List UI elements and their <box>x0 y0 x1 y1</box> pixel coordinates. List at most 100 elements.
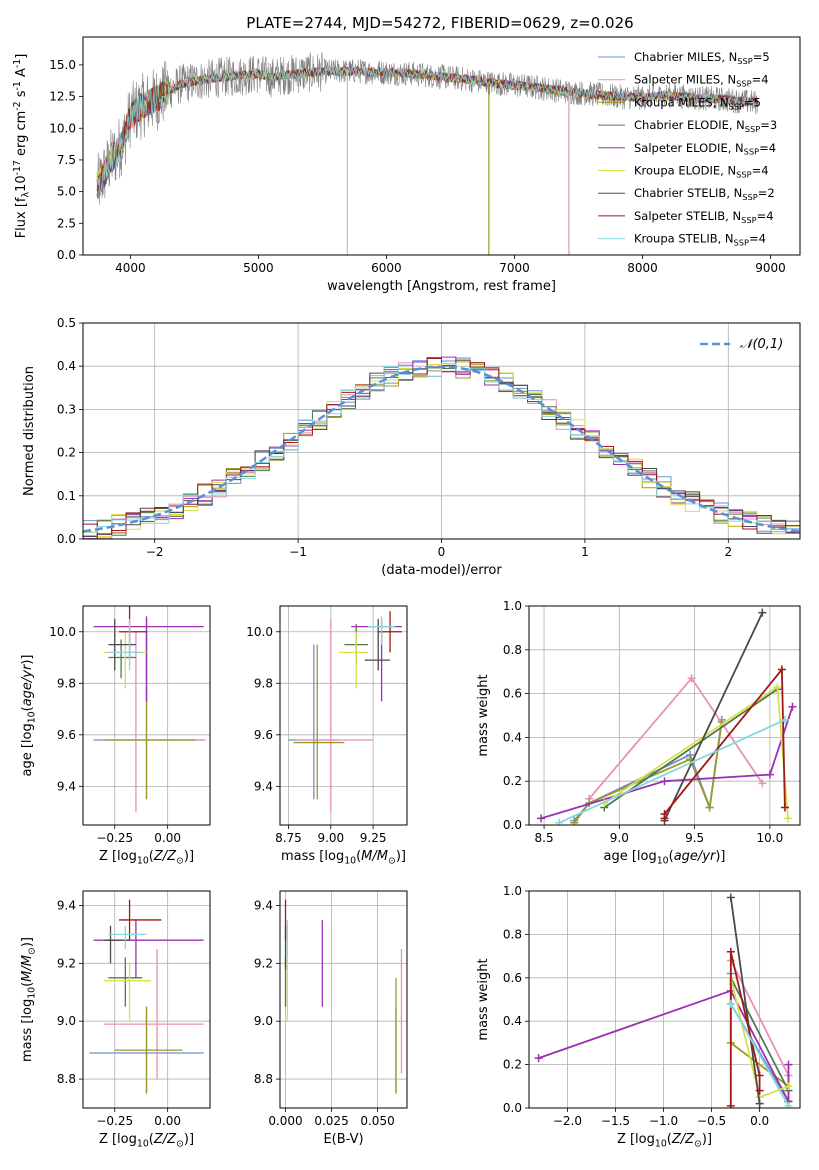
weight-marker <box>784 1101 793 1108</box>
x-tick-label: 10.0 <box>757 831 784 845</box>
x-tick-label: −0.25 <box>96 1114 133 1128</box>
x-tick-label: 0.025 <box>314 1114 348 1128</box>
x-tick-label: 9.25 <box>360 831 387 845</box>
x-tick-label: −0.5 <box>697 1114 726 1128</box>
weight-marker <box>537 814 546 823</box>
x-axis-label: mass [log10​(M/M⊙​)] <box>281 849 406 866</box>
y-tick-label: 7.5 <box>57 153 76 167</box>
weight-marker <box>570 818 579 825</box>
y-tick-label: 9.6 <box>57 728 76 742</box>
axes-frame <box>82 605 211 826</box>
y-tick-label: 0.4 <box>57 359 76 373</box>
gaussian-curve <box>83 365 800 533</box>
weight-marker <box>777 665 786 674</box>
x-axis-label: E(B-V) <box>323 1132 363 1147</box>
weight-line <box>729 897 761 1104</box>
legend-label: Salpeter ELODIE, NSSP​=4 <box>634 141 776 157</box>
panels: 4000 5000 6000 7000 8000 90000.02.55.07.510.0… <box>12 36 801 1149</box>
y-tick-label: 10.0 <box>49 121 76 135</box>
legend-label: Chabrier ELODIE, NSSP​=3 <box>634 118 777 134</box>
y-tick-label: 0.0 <box>57 248 76 262</box>
panel-mass_vs_Z: −0.25 0.00 8.8 9.0 9.2 9.4 Z [log10​(Z/Z⊙​)] ma… <box>20 890 211 1149</box>
y-tick-label: 0.8 <box>503 643 522 657</box>
y-tick-label: 12.5 <box>49 90 76 104</box>
weight-marker <box>555 818 564 825</box>
y-axis-label: Normed distribution <box>22 366 37 496</box>
legend-label: Kroupa STELIB, NSSP​=4 <box>634 232 766 248</box>
y-axis-label: mass [log10​(M/M⊙​)] <box>20 937 37 1062</box>
y-tick-label: 9.2 <box>57 956 76 970</box>
errorbars <box>89 899 204 1094</box>
y-tick-label: 10.0 <box>246 625 273 639</box>
y-tick-label: 9.4 <box>254 898 273 912</box>
legend-label: Chabrier MILES, NSSP​=5 <box>634 50 770 66</box>
figure-title: PLATE=2744, MJD=54272, FIBERID=0629, z=0… <box>246 14 633 32</box>
weight-line <box>663 612 764 821</box>
x-tick-label: 4000 <box>115 261 146 275</box>
y-axis-label: mass weight <box>476 674 491 756</box>
x-tick-label: 0 <box>438 545 446 559</box>
weight-marker <box>726 1101 735 1108</box>
x-tick-label: 2 <box>724 545 732 559</box>
y-tick-label: 15.0 <box>49 58 76 72</box>
x-tick-label: 5000 <box>243 261 274 275</box>
errorbars <box>288 611 402 813</box>
y-tick-label: 0.8 <box>503 927 522 941</box>
y-tick-label: 9.4 <box>57 898 76 912</box>
model-spectrum-8 <box>96 65 759 195</box>
y-tick-label: 9.8 <box>254 676 273 690</box>
axes-frame <box>279 605 408 826</box>
weight-marker <box>755 1099 764 1108</box>
weight-marker <box>755 1071 764 1080</box>
x-tick-label: −0.25 <box>96 831 133 845</box>
weight-marker <box>726 893 735 902</box>
y-tick-label: 2.5 <box>57 216 76 230</box>
legend-label: Kroupa MILES, NSSP​=5 <box>634 95 761 111</box>
weight-marker <box>783 814 792 823</box>
x-tick-label: −1 <box>289 545 307 559</box>
weight-line <box>730 1003 790 1107</box>
x-tick-label: −2.0 <box>553 1114 582 1128</box>
y-tick-label: 0.0 <box>503 1101 522 1115</box>
x-tick-label: 9000 <box>755 261 786 275</box>
y-tick-label: 10.0 <box>49 625 76 639</box>
x-axis-label: Z [log10​(Z/Z⊙​)] <box>617 1132 712 1149</box>
x-tick-label: 9.0 <box>610 831 629 845</box>
x-tick-label: 8.75 <box>275 831 302 845</box>
x-tick-label: 9.5 <box>685 831 704 845</box>
y-tick-label: 8.8 <box>57 1072 76 1086</box>
axes-frame <box>528 605 801 826</box>
legend-label: Chabrier STELIB, NSSP​=2 <box>634 186 775 202</box>
y-tick-label: 0.1 <box>57 489 76 503</box>
weight-marker <box>726 999 735 1008</box>
y-tick-label: 9.0 <box>57 1014 76 1028</box>
y-axis-label: age [log10​(age/yr)] <box>20 654 37 776</box>
histogram-8 <box>83 363 800 533</box>
y-tick-label: 0.4 <box>503 1014 522 1028</box>
weight-marker <box>755 1086 764 1095</box>
y-tick-label: 0.6 <box>503 971 522 985</box>
y-tick-label: 0.3 <box>57 402 76 416</box>
y-axis-label: Flux [fλ​10-17​ erg cm-2​ s-1​ A-1​] <box>12 54 31 239</box>
panel-residuals: −2 −1 0 1 2 0.0 0.1 0.2 0.3 0.4 0.5 (data-model)/er… <box>22 316 801 578</box>
panel-age_vs_Z: −0.25 0.00 9.4 9.6 9.8 10.0 Z [log10​(Z/Z⊙​)] a… <box>20 605 211 866</box>
x-axis-label: Z [log10​(Z/Z⊙​)] <box>99 1132 194 1149</box>
x-tick-label: 8.5 <box>535 831 554 845</box>
y-tick-label: 5.0 <box>57 185 76 199</box>
y-tick-label: 9.0 <box>254 1014 273 1028</box>
weight-marker <box>687 674 696 683</box>
x-axis-label: Z [log10​(Z/Z⊙​)] <box>99 849 194 866</box>
x-tick-label: 7000 <box>499 261 530 275</box>
y-tick-label: 9.2 <box>254 956 273 970</box>
x-tick-label: 0.0 <box>750 1114 769 1128</box>
x-tick-label: 0.050 <box>360 1114 394 1128</box>
legend-label: Kroupa ELODIE, NSSP​=4 <box>634 164 769 180</box>
x-tick-label: −2 <box>146 545 164 559</box>
panel-weight_vs_age: 8.5 9.0 9.5 10.0 0.0 0.2 0.4 0.6 0.8 1.0 age [log1… <box>476 599 801 866</box>
weight-lines <box>534 893 793 1108</box>
weight-marker <box>765 770 774 779</box>
y-tick-label: 0.2 <box>503 1058 522 1072</box>
spectrum-legend: Chabrier MILES, NSSP​=5 Salpeter MILES, N… <box>598 50 777 247</box>
x-tick-label: 9.00 <box>317 831 344 845</box>
weight-marker <box>780 715 789 724</box>
